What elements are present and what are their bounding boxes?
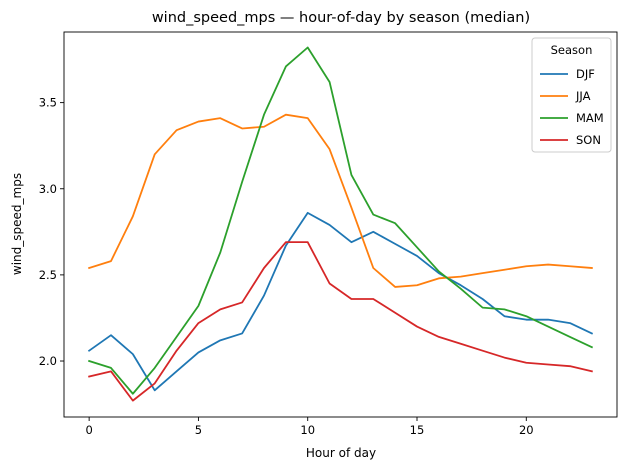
series-line-son — [88, 241, 593, 402]
axes-frame — [63, 31, 618, 418]
plot-area: 0 5 10 15 20 2.0 2.5 3.0 3.5 — [39, 31, 618, 437]
legend-label-djf: DJF — [576, 67, 595, 81]
x-tick-label: 0 — [85, 423, 92, 437]
x-tick-label: 10 — [300, 423, 315, 437]
x-axis-label: Hour of day — [306, 446, 376, 460]
y-tick-label: 3.0 — [39, 182, 57, 196]
series-line-djf — [87, 211, 594, 392]
y-tick-label: 2.5 — [39, 268, 57, 282]
chart-title: wind_speed_mps — hour-of-day by season (… — [152, 10, 530, 26]
x-tick-label: 15 — [410, 423, 425, 437]
y-axis-label: wind_speed_mps — [10, 173, 24, 275]
legend-title: Season — [551, 43, 593, 57]
x-tick-label: 5 — [195, 423, 202, 437]
series-line-mam — [88, 46, 594, 395]
legend-label-jja: JJA — [575, 89, 591, 103]
legend-box — [531, 37, 612, 153]
x-tick-label: 20 — [519, 423, 534, 437]
y-tick-label: 2.0 — [39, 354, 57, 368]
series-line-jja — [88, 113, 593, 288]
legend-label-mam: MAM — [576, 111, 604, 125]
legend-label-son: SON — [576, 133, 601, 147]
y-tick-label: 3.5 — [39, 96, 57, 110]
legend: Season DJF JJA MAM SON — [531, 37, 612, 153]
